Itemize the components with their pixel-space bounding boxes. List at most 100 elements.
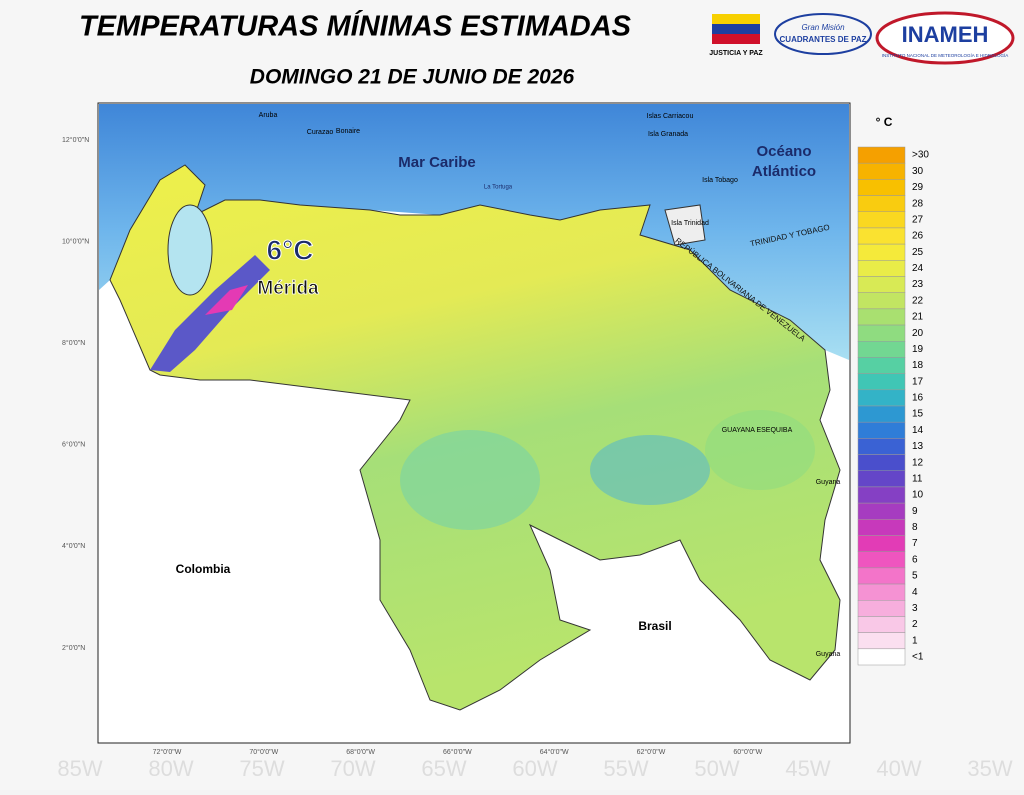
map-label: Mar Caribe	[398, 154, 476, 171]
legend-swatch	[857, 470, 906, 488]
legend-swatch	[857, 292, 906, 310]
background-label: 40W	[876, 756, 921, 781]
map-label: Isla Granada	[648, 131, 688, 138]
cool-zone	[400, 430, 540, 530]
legend-label: 16	[912, 393, 924, 404]
legend-label: 18	[912, 360, 924, 371]
background-label: 65W	[421, 756, 466, 781]
background-label: 50W	[694, 756, 739, 781]
map-label: Brasil	[638, 619, 671, 633]
legend-label: <1	[912, 652, 924, 663]
map-label: Isla Tobago	[702, 177, 738, 184]
legend-label: 29	[912, 182, 924, 193]
legend-label: 21	[912, 312, 924, 323]
legend-swatch	[857, 616, 906, 633]
background-label: 55W	[603, 756, 648, 781]
cool-zone	[590, 435, 710, 505]
highlight-place: Mérida	[257, 278, 319, 299]
legend-swatch	[857, 195, 906, 212]
background-label: 45W	[785, 756, 830, 781]
legend-label: 3	[912, 603, 918, 614]
title: TEMPERATURAS MÍNIMAS ESTIMADAS	[79, 10, 632, 43]
legend-label: 26	[912, 231, 924, 242]
legend-label: 5	[912, 571, 918, 582]
legend-label: 25	[912, 247, 924, 258]
legend-swatch	[857, 535, 906, 552]
legend-label: 8	[912, 522, 918, 533]
map-label: Isla Trinidad	[671, 220, 709, 227]
logo-text: INAMEH	[902, 22, 989, 47]
legend-swatch	[857, 421, 906, 439]
sea	[99, 104, 849, 360]
legend-label: 20	[912, 328, 924, 339]
lat-label: 6°0'0"N	[62, 441, 85, 449]
legend-label: 1	[912, 635, 918, 646]
map-label: Aruba	[259, 112, 278, 119]
lat-label: 8°0'0"N	[62, 339, 85, 347]
legend-swatch	[857, 357, 906, 374]
legend-swatch	[857, 583, 906, 601]
lake-maracaibo	[167, 204, 213, 296]
map-label: Curazao	[307, 129, 334, 136]
legend-swatch	[857, 243, 906, 261]
lon-label: 62°0'0"W	[637, 748, 666, 756]
legend-label: 15	[912, 409, 924, 420]
lat-label: 4°0'0"N	[62, 542, 85, 550]
logo-text: INSTITUTO NACIONAL DE METEOROLOGÍA E HID…	[882, 52, 1009, 58]
legend-swatch	[857, 179, 906, 196]
map-label: Islas Carriacou	[647, 113, 694, 120]
legend-swatch	[857, 260, 906, 277]
legend-swatch	[857, 341, 906, 358]
legend-label: 2	[912, 619, 918, 630]
legend-swatch	[857, 211, 906, 229]
highlight-value: 6°C	[267, 234, 314, 265]
map-label: Guyana	[816, 479, 841, 486]
legend-swatch	[857, 389, 906, 407]
lat-label: 2°0'0"N	[62, 644, 85, 652]
flag-stripe	[712, 24, 760, 34]
legend-swatch	[857, 227, 906, 245]
lon-label: 64°0'0"W	[540, 748, 569, 756]
legend-swatch	[857, 632, 906, 650]
legend-swatch	[857, 146, 906, 164]
legend-swatch	[857, 324, 906, 342]
legend-label: 24	[912, 263, 924, 274]
map-label: Guyana	[816, 651, 841, 658]
logo-ring	[774, 13, 872, 55]
legend-swatch	[857, 502, 906, 520]
legend-swatch	[857, 308, 906, 326]
legend-label: 19	[912, 344, 924, 355]
trinidad	[664, 204, 706, 246]
legend-swatch	[857, 551, 906, 569]
legend-label: 27	[912, 214, 924, 225]
legend-label: 9	[912, 506, 918, 517]
cool-zone	[705, 410, 815, 490]
legend-swatch	[857, 162, 906, 180]
logos: JUSTICIA Y PAZ Gran Misión CUADRANTES DE…	[709, 11, 1015, 65]
legend-label: 17	[912, 376, 924, 387]
legend-label: 4	[912, 587, 918, 598]
logo-text: CUADRANTES DE PAZ	[780, 35, 867, 44]
legend-swatch	[857, 405, 906, 423]
lon-label: 68°0'0"W	[346, 748, 375, 756]
logo-ring	[875, 11, 1015, 65]
lon-label: 66°0'0"W	[443, 748, 472, 756]
legend-swatch	[857, 648, 906, 666]
legend-label: >30	[912, 150, 929, 161]
map-label: Atlántico	[752, 163, 816, 180]
map-label: Bonaire	[336, 128, 360, 135]
legend-label: 6	[912, 554, 918, 565]
legend-label: 10	[912, 490, 924, 501]
background-label: 60W	[512, 756, 557, 781]
map-label: La Tortuga	[484, 185, 513, 191]
background-label: 85W	[57, 756, 102, 781]
background-label: 70W	[330, 756, 375, 781]
legend-label: 13	[912, 441, 924, 452]
legend-swatch	[857, 567, 906, 585]
legend-label: 14	[912, 425, 924, 436]
lat-label: 12°0'0"N	[62, 136, 89, 144]
legend-label: 11	[912, 473, 923, 484]
flag-stripe	[712, 34, 760, 44]
legend-label: 30	[912, 166, 924, 177]
